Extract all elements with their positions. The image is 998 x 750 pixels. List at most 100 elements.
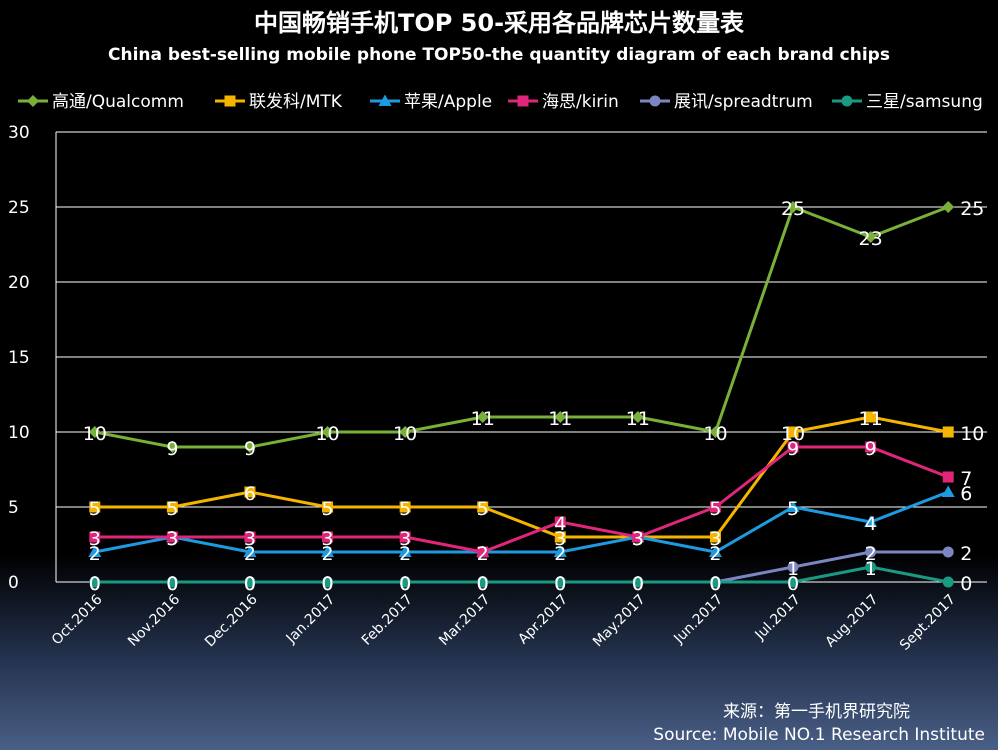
data-point: [477, 576, 489, 588]
x-tick-label: Feb.2017: [359, 592, 416, 649]
data-point: [477, 546, 489, 558]
data-label: 0: [244, 573, 256, 595]
data-point: [787, 576, 799, 588]
data-point: [865, 561, 877, 573]
data-label: 2: [960, 543, 972, 565]
data-point: [399, 531, 411, 543]
data-label: 0: [554, 573, 566, 595]
data-label: 3: [89, 528, 101, 550]
data-label: 5: [477, 498, 489, 520]
legend-entry: 高通/Qualcomm: [18, 92, 184, 112]
legend-marker: [27, 95, 39, 107]
data-label: 5: [89, 498, 101, 520]
data-point: [942, 201, 955, 213]
x-tick-label: Jan.2017: [283, 592, 339, 648]
x-tick-label: May.2017: [590, 592, 649, 651]
data-point: [399, 426, 412, 438]
x-tick-label: Nov.2016: [125, 591, 183, 649]
data-point: [243, 441, 256, 453]
data-label: 5: [399, 498, 411, 520]
data-point: [244, 486, 256, 498]
x-tick-label: Sept.2017: [897, 592, 959, 654]
data-label: 9: [244, 438, 256, 460]
data-label: 4: [865, 513, 877, 535]
data-point: [786, 500, 800, 512]
data-point: [865, 546, 877, 558]
series-labels-4: 0 0 0 0 0 0 0 0 012 2: [89, 543, 973, 595]
series-line: [94, 415, 949, 539]
data-label: 2: [865, 543, 877, 565]
data-point: [322, 531, 334, 543]
series-line: [94, 445, 949, 554]
legend-entry: 苹果/Apple: [370, 92, 492, 112]
x-tick-label: Mar.2017: [436, 592, 493, 649]
data-point: [709, 576, 721, 588]
data-label: 2: [399, 543, 411, 565]
y-tick-label: 5: [8, 498, 19, 518]
data-label: 0: [321, 573, 333, 595]
chart-subtitle: China best-selling mobile phone TOP50-th…: [108, 45, 890, 65]
data-point: [865, 411, 877, 423]
data-point: [166, 576, 178, 588]
data-point: [166, 501, 178, 513]
y-tick-label: 30: [8, 123, 30, 143]
y-tick-label: 10: [8, 423, 30, 443]
data-label: 3: [632, 528, 644, 550]
data-point: [554, 516, 566, 528]
legend-label: 联发科/MTK: [249, 92, 343, 112]
data-point: [865, 441, 877, 453]
data-point: [322, 501, 334, 513]
y-tick-label: 15: [8, 348, 30, 368]
legend-marker: [378, 94, 392, 106]
data-label: 0: [89, 573, 101, 595]
data-point: [632, 531, 644, 543]
data-label: 4: [554, 513, 566, 535]
data-label: 0: [632, 573, 644, 595]
legend-marker: [841, 95, 853, 107]
data-point: [941, 485, 955, 497]
data-point: [398, 545, 412, 557]
data-label: 0: [709, 573, 721, 595]
series-labels-5: 0 0 0 0 0 0 0 0 0 010: [89, 558, 973, 595]
data-label: 7: [960, 468, 972, 490]
data-label: 0: [321, 573, 333, 595]
data-label: 3: [554, 528, 566, 550]
data-point: [89, 501, 101, 513]
data-label: 6: [960, 483, 972, 505]
data-point: [88, 426, 101, 438]
data-point: [632, 576, 644, 588]
data-point: [942, 426, 954, 438]
data-label: 0: [632, 573, 644, 595]
x-tick-label: Oct.2016: [49, 591, 106, 648]
x-tick-label: Jun.2017: [670, 592, 726, 648]
data-label: 11: [548, 408, 572, 430]
data-point: [709, 531, 721, 543]
data-point: [553, 545, 567, 557]
data-point: [399, 501, 411, 513]
data-label: 11: [626, 408, 650, 430]
legend: 高通/Qualcomm 联发科/MTK 苹果/Apple 海思/kirin 展讯/spr…: [18, 92, 983, 112]
data-point: [88, 545, 102, 557]
data-point: [942, 576, 954, 588]
data-point: [554, 576, 566, 588]
data-label: 2: [89, 543, 101, 565]
data-label: 10: [315, 423, 339, 445]
series-line: [94, 205, 949, 449]
x-tick-label: Apr.2017: [515, 592, 571, 648]
series-5: [89, 561, 954, 588]
data-point: [864, 231, 877, 243]
data-point: [554, 411, 567, 423]
data-label: 10: [960, 423, 984, 445]
data-point: [709, 426, 722, 438]
data-label: 0: [399, 573, 411, 595]
data-point: [787, 561, 799, 573]
data-point: [708, 545, 722, 557]
data-label: 0: [477, 573, 489, 595]
data-point: [243, 545, 257, 557]
legend-entry: 三星/samsung: [832, 92, 983, 112]
data-point: [631, 411, 644, 423]
chart-title: 中国畅销手机TOP 50-采用各品牌芯片数量表: [254, 9, 745, 37]
data-label: 3: [321, 528, 333, 550]
